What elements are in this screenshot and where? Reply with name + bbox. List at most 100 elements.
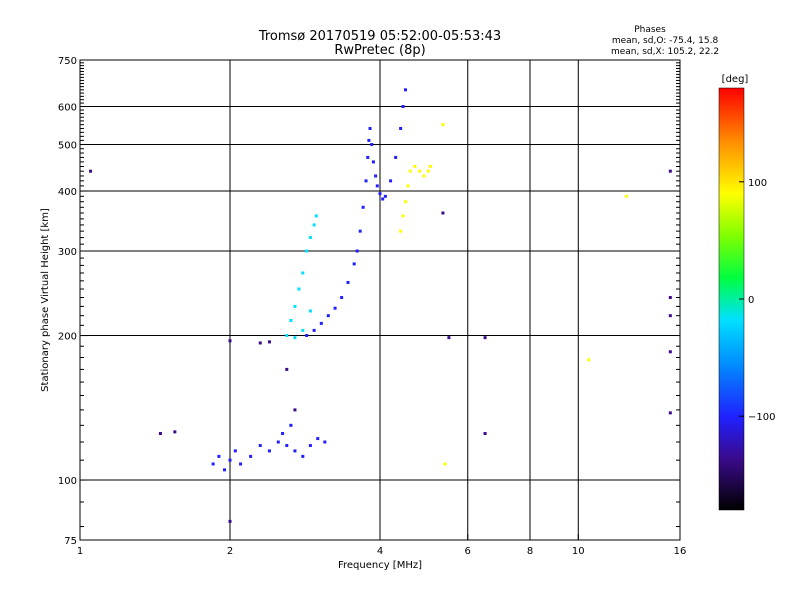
data-point: [364, 179, 368, 183]
data-point: [293, 408, 297, 412]
y-tick-label: 300: [58, 247, 77, 258]
data-point: [173, 430, 177, 434]
data-point: [340, 296, 344, 300]
data-point: [447, 336, 451, 340]
y-tick-label: 500: [58, 141, 77, 152]
data-point: [289, 318, 293, 322]
plot-grid: [80, 60, 680, 540]
data-point: [223, 468, 227, 472]
data-point: [366, 155, 370, 159]
data-point: [308, 444, 312, 448]
data-point: [285, 334, 289, 338]
data-point: [326, 314, 330, 318]
data-point: [668, 314, 672, 318]
data-point: [228, 339, 232, 343]
data-point: [267, 340, 271, 344]
data-point: [401, 105, 405, 109]
data-point: [217, 454, 221, 458]
data-point: [428, 164, 432, 168]
data-point: [211, 462, 215, 466]
data-point: [368, 126, 372, 130]
y-tick-label: 600: [58, 103, 77, 114]
data-point: [301, 328, 305, 332]
data-point: [375, 184, 379, 188]
data-point: [370, 143, 374, 147]
colorbar-ticks: 100 0 −100: [739, 178, 775, 423]
data-point: [301, 271, 305, 275]
data-point: [228, 519, 232, 523]
data-point: [293, 304, 297, 308]
data-point: [399, 126, 403, 130]
data-point: [378, 192, 382, 196]
data-point: [297, 287, 301, 291]
data-point: [305, 334, 309, 338]
data-point: [587, 358, 591, 362]
data-point: [668, 296, 672, 300]
colorbar-tick-label: −100: [748, 412, 775, 423]
data-point: [301, 454, 305, 458]
data-point: [285, 367, 289, 371]
x-axis-label: Frequency [MHz]: [338, 560, 422, 571]
data-point: [285, 444, 289, 448]
chart-subtitle: RwPretec (8p): [334, 43, 425, 58]
y-axis-label: Stationary phase Virtual Height [km]: [40, 208, 51, 392]
colorbar-tick-label: 0: [748, 295, 754, 306]
data-point: [352, 262, 356, 266]
data-point: [319, 321, 323, 325]
legend-x-stats: mean, sd,X: 105.2, 22.2: [611, 47, 719, 57]
data-point: [361, 205, 365, 209]
data-point: [333, 306, 337, 310]
data-point: [422, 174, 426, 178]
x-tick-label: 4: [377, 546, 383, 557]
data-point: [323, 440, 327, 444]
data-point: [399, 229, 403, 233]
data-point: [249, 454, 253, 458]
data-point: [355, 249, 359, 253]
data-point: [483, 432, 487, 436]
data-point: [281, 432, 285, 436]
data-point: [289, 423, 293, 427]
y-tick-label: 750: [58, 56, 77, 67]
chart-title: Tromsø 20170519 05:52:00-05:53:43: [258, 29, 501, 44]
data-point: [668, 169, 672, 173]
data-point: [441, 211, 445, 215]
data-point: [305, 249, 309, 253]
data-point: [258, 444, 262, 448]
data-point: [312, 328, 316, 332]
data-point: [403, 200, 407, 204]
data-point: [233, 449, 237, 453]
y-tick-label: 400: [58, 187, 77, 198]
x-axis-ticks: 1 2 4 6 8 10 16: [77, 534, 687, 557]
data-point: [406, 184, 410, 188]
x-tick-label: 16: [674, 546, 687, 557]
data-point: [426, 169, 430, 173]
data-point: [293, 336, 297, 340]
colorbar-tick-label: 100: [748, 178, 767, 189]
y-tick-label: 200: [58, 332, 77, 343]
data-point: [625, 194, 629, 198]
data-point: [358, 229, 362, 233]
data-point: [483, 336, 487, 340]
data-point: [228, 458, 232, 462]
data-point: [394, 155, 398, 159]
y-tick-label: 75: [64, 536, 77, 547]
data-point: [346, 280, 350, 284]
data-point: [308, 236, 312, 240]
y-tick-label: 100: [58, 476, 77, 487]
data-point: [401, 214, 405, 218]
data-point: [371, 160, 375, 164]
data-point: [89, 169, 93, 173]
data-point: [374, 174, 378, 178]
data-point: [417, 169, 421, 173]
legend-title: Phases: [634, 25, 666, 35]
x-tick-label: 2: [227, 546, 233, 557]
data-point: [316, 437, 320, 441]
data-points: [89, 88, 672, 523]
x-tick-label: 8: [527, 546, 533, 557]
x-tick-label: 1: [77, 546, 83, 557]
data-point: [267, 449, 271, 453]
data-point: [443, 462, 447, 466]
data-point: [314, 214, 318, 218]
data-point: [312, 223, 316, 227]
